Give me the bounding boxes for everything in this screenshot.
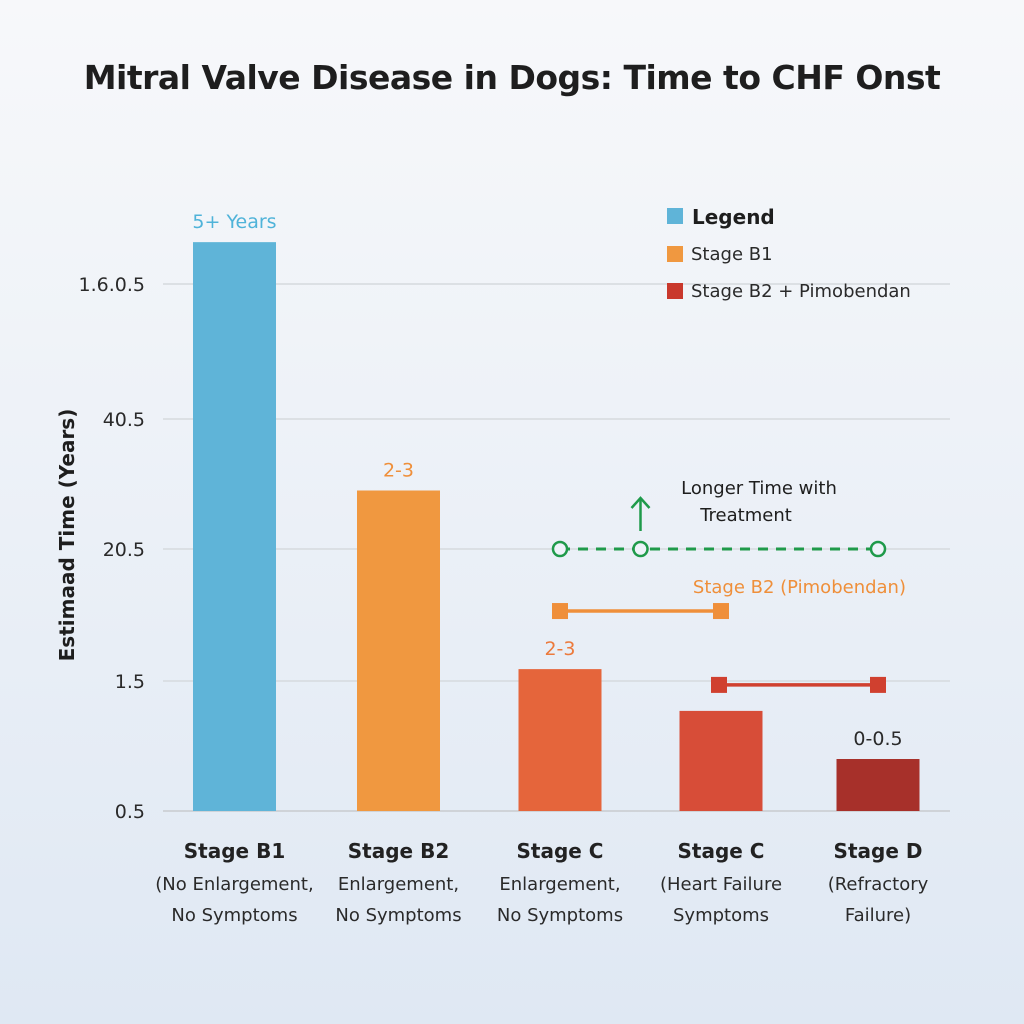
pimobendan-annotation: Stage B2 (Pimobendan) bbox=[693, 577, 906, 598]
pimobendan-range-marker bbox=[552, 603, 568, 620]
bar bbox=[679, 710, 763, 811]
y-tick-label: 40.5 bbox=[103, 409, 145, 431]
legend: Legend Stage B1 Stage B2 + Pimobendan bbox=[667, 205, 911, 302]
bar-value-label: 0-0.5 bbox=[853, 728, 902, 750]
x-category-title: Stage C bbox=[517, 839, 604, 863]
y-axis-label: Estimaad Time (Years) bbox=[55, 409, 79, 662]
x-category-subtitle: (Refractory bbox=[828, 874, 929, 895]
pimobendan-range-marker bbox=[713, 603, 729, 620]
legend-item-label: Stage B2 + Pimobendan bbox=[691, 281, 911, 302]
legend-item-label: Stage B1 bbox=[691, 244, 773, 265]
bar-value-labels: 5+ Years 2-3 2-3 0-0.5 bbox=[192, 211, 902, 750]
red-range-marker bbox=[711, 676, 727, 693]
bar bbox=[836, 759, 920, 811]
bar bbox=[357, 490, 440, 811]
y-tick-label: 0.5 bbox=[115, 801, 145, 823]
x-category-subtitle: No Symptoms bbox=[171, 905, 297, 926]
x-category-title: Stage B1 bbox=[184, 839, 285, 863]
x-category-title: Stage D bbox=[834, 839, 923, 863]
treatment-annotation: Treatment bbox=[699, 505, 792, 526]
up-arrow-head-icon bbox=[630, 496, 651, 509]
x-category-subtitle: (No Enlargement, bbox=[155, 874, 313, 895]
bar-value-label: 2-3 bbox=[383, 460, 414, 482]
chart-title: Mitral Valve Disease in Dogs: Time to CH… bbox=[83, 58, 941, 97]
x-category-subtitle: Enlargement, bbox=[338, 874, 459, 895]
x-category-subtitle: No Symptoms bbox=[497, 905, 623, 926]
x-category-labels: Stage B1 (No Enlargement, No Symptoms Stage… bbox=[155, 839, 928, 926]
bar-value-label: 2-3 bbox=[544, 638, 575, 660]
bar-value-label: 5+ Years bbox=[192, 211, 276, 233]
x-category-subtitle: Failure) bbox=[845, 905, 911, 926]
legend-swatch bbox=[667, 246, 683, 262]
x-category-title: Stage C bbox=[678, 839, 765, 863]
x-category-subtitle: Enlargement, bbox=[499, 874, 620, 895]
y-tick-labels: 0.5 1.5 20.5 40.5 1.6.0.5 bbox=[79, 274, 145, 823]
red-range-marker bbox=[870, 676, 886, 693]
x-category-title: Stage B2 bbox=[348, 839, 449, 863]
y-tick-label: 1.6.0.5 bbox=[79, 274, 145, 296]
treatment-marker bbox=[551, 540, 569, 558]
bar bbox=[193, 242, 276, 811]
legend-swatch bbox=[667, 208, 683, 224]
y-tick-label: 1.5 bbox=[115, 671, 145, 693]
bar bbox=[518, 669, 602, 811]
legend-title: Legend bbox=[692, 205, 775, 229]
annotations: Longer Time with Treatment Stage B2 (Pimob… bbox=[551, 478, 906, 693]
x-category-subtitle: (Heart Failure bbox=[660, 874, 782, 895]
x-category-subtitle: No Symptoms bbox=[335, 905, 461, 926]
y-tick-label: 20.5 bbox=[103, 539, 145, 561]
treatment-marker bbox=[869, 540, 887, 558]
treatment-annotation: Longer Time with bbox=[681, 478, 837, 499]
legend-swatch bbox=[667, 283, 683, 299]
treatment-marker bbox=[632, 540, 649, 558]
x-category-subtitle: Symptoms bbox=[673, 905, 769, 926]
bars bbox=[193, 242, 920, 811]
